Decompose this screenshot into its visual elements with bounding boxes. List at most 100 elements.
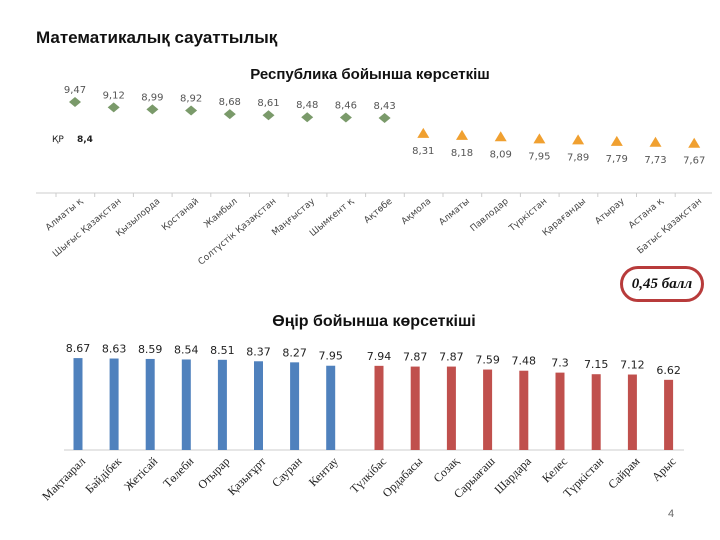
chart2-value-label: 7.3 bbox=[551, 357, 569, 370]
chart1-point-triangle bbox=[688, 137, 701, 148]
chart1-point-triangle bbox=[533, 133, 546, 144]
chart2-value-label: 8.51 bbox=[210, 344, 235, 357]
chart1-point-triangle bbox=[649, 136, 662, 147]
chart2-category-label: Түркістан bbox=[560, 454, 606, 500]
chart2-bar bbox=[627, 374, 637, 450]
chart2-bar bbox=[446, 366, 456, 450]
chart1-value-label: 8,68 bbox=[219, 97, 241, 108]
chart1-category-label: Атырау bbox=[593, 196, 627, 227]
chart1-point-diamond bbox=[339, 112, 352, 123]
chart2-bar bbox=[483, 369, 493, 450]
chart2-category-label: Шардара bbox=[491, 454, 534, 497]
reference-label: ҚР bbox=[52, 135, 64, 145]
chart2-bar bbox=[109, 358, 119, 450]
chart1-value-label: 8,18 bbox=[451, 148, 473, 159]
chart2-bar bbox=[519, 370, 529, 450]
chart2-category-label: Мақтаарал bbox=[39, 454, 88, 503]
chart2-bar bbox=[326, 365, 336, 450]
chart2-value-label: 8.67 bbox=[66, 342, 91, 355]
chart1-value-label: 8,61 bbox=[257, 98, 279, 109]
chart2-value-label: 7.94 bbox=[367, 350, 392, 363]
chart1-category-label: Павлодар bbox=[469, 196, 511, 234]
chart2-title: Өңір бойынша көрсеткіші bbox=[272, 313, 476, 330]
chart1-value-label: 7,89 bbox=[567, 152, 589, 163]
chart1-point-triangle bbox=[456, 129, 468, 140]
difference-badge: 0,45 балл bbox=[620, 266, 704, 302]
chart1-value-label: 8,92 bbox=[180, 93, 202, 104]
chart1-title: Республика бойынша көрсеткіш bbox=[250, 66, 490, 83]
chart1-category-label: Ақтөбе bbox=[362, 196, 394, 225]
chart1-value-label: 7,95 bbox=[528, 151, 550, 162]
chart2-value-label: 7.15 bbox=[584, 358, 609, 371]
chart2-bar bbox=[217, 359, 227, 450]
chart2-bar bbox=[73, 358, 83, 450]
chart2-bar bbox=[374, 365, 384, 450]
chart1-value-label: 7,73 bbox=[644, 155, 666, 166]
chart1-value-label: 9,12 bbox=[103, 90, 125, 101]
chart1-point-diamond bbox=[223, 109, 236, 120]
chart1-point-triangle bbox=[572, 134, 585, 145]
chart1-value-label: 8,46 bbox=[335, 101, 357, 112]
chart1-value-label: 9,47 bbox=[64, 85, 86, 96]
chart2-value-label: 8.59 bbox=[138, 343, 163, 356]
chart1-value-label: 8,09 bbox=[490, 149, 512, 160]
chart1-value-label: 8,43 bbox=[373, 101, 395, 112]
reference-value: 8,4 bbox=[77, 135, 93, 145]
chart1-value-label: 7,79 bbox=[606, 154, 628, 165]
chart2-value-label: 7.12 bbox=[620, 359, 645, 372]
chart1-category-label: Астана қ bbox=[627, 196, 666, 231]
chart2-category-label: Сауран bbox=[269, 454, 305, 490]
chart2-bar bbox=[664, 379, 674, 450]
chart1-category-label: Алматы bbox=[437, 197, 471, 228]
chart2-category-label: Бәйдібек bbox=[82, 454, 124, 496]
chart2-category-label: Келес bbox=[539, 454, 570, 485]
chart2-bar bbox=[145, 358, 155, 450]
chart2-category-label: Қазығұрт bbox=[225, 454, 269, 498]
chart1-point-triangle bbox=[417, 127, 430, 138]
chart2-category-label: Жетісай bbox=[121, 454, 160, 493]
chart2-category-label: Созақ bbox=[430, 454, 461, 485]
chart2-value-label: 8.27 bbox=[282, 346, 307, 359]
chart1-value-label: 8,48 bbox=[296, 100, 318, 111]
chart1-category-label: Жамбыл bbox=[202, 197, 239, 231]
chart1-point-diamond bbox=[185, 105, 198, 116]
chart2-value-label: 7.48 bbox=[512, 355, 537, 368]
chart1-point-diamond bbox=[146, 104, 159, 115]
slide-title: Математикалық сауаттылық bbox=[36, 28, 278, 47]
chart1-value-label: 8,31 bbox=[412, 146, 434, 157]
chart1-point-diamond bbox=[262, 110, 275, 121]
chart1-category-label: Ақмола bbox=[400, 197, 433, 227]
chart2-value-label: 7.59 bbox=[475, 354, 500, 367]
page-number: 4 bbox=[668, 508, 675, 520]
chart2-bar bbox=[181, 359, 191, 450]
chart1-point-triangle bbox=[494, 131, 507, 142]
chart2-value-label: 8.54 bbox=[174, 343, 199, 356]
chart2-value-label: 8.63 bbox=[102, 343, 127, 356]
chart1-category-label: Шығыс Қазақстан bbox=[51, 197, 124, 260]
chart2-bar bbox=[410, 366, 420, 450]
chart2-bar bbox=[290, 362, 300, 450]
chart1-point-diamond bbox=[107, 102, 120, 113]
chart1-category-label: Қостанай bbox=[160, 197, 201, 234]
chart2-category-label: Ордабасы bbox=[380, 454, 426, 500]
chart2-category-label: Төлеби bbox=[160, 454, 197, 491]
chart2-value-label: 7.95 bbox=[318, 350, 343, 363]
chart1-value-label: 7,67 bbox=[683, 156, 705, 167]
chart2-value-label: 6.62 bbox=[656, 364, 681, 377]
chart1-point-triangle bbox=[610, 135, 623, 146]
chart2-value-label: 7.87 bbox=[439, 351, 464, 364]
chart2-value-label: 7.87 bbox=[403, 351, 428, 364]
chart2-bar bbox=[591, 374, 601, 450]
chart2-bar bbox=[555, 372, 565, 450]
chart2-bar bbox=[254, 361, 263, 450]
chart1-point-diamond bbox=[378, 113, 391, 124]
chart1-category-label: Батыс Қазақстан bbox=[636, 197, 705, 257]
chart2-value-label: 8.37 bbox=[246, 345, 271, 358]
chart1-point-diamond bbox=[69, 97, 81, 107]
chart1-category-label: Солтүстік Қазақстан bbox=[197, 197, 279, 268]
chart1-value-label: 8,99 bbox=[141, 92, 163, 103]
chart2-category-label: Арыс bbox=[649, 454, 679, 484]
chart1-point-diamond bbox=[301, 112, 314, 123]
chart2-category-label: Сайрам bbox=[605, 454, 643, 492]
